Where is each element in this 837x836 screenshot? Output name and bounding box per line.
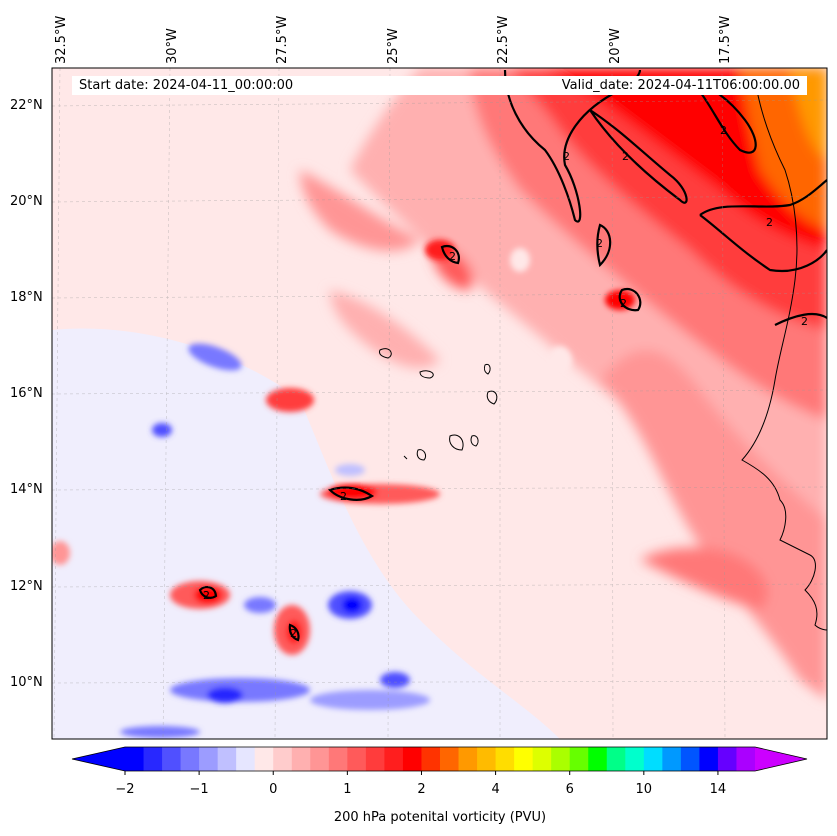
colorbar-segment — [273, 747, 293, 771]
colorbar-segment — [551, 747, 571, 771]
colorbar-segment — [662, 747, 682, 771]
lon-label: 27.5°W — [275, 15, 290, 64]
lat-label: 12°N — [10, 579, 43, 594]
contour-label: 2 — [449, 250, 456, 263]
colorbar-segment — [217, 747, 237, 771]
pv-contour-labels: 2 2 2 2 2 2 2 2 2 2 2 — [203, 124, 808, 640]
colorbar-tick-label: 1 — [343, 782, 352, 797]
colorbar-segment — [477, 747, 497, 771]
contour-label: 2 — [596, 237, 603, 250]
colorbar-segment — [402, 747, 422, 771]
colorbar-under-arrow — [72, 747, 125, 771]
colorbar-tick-label: 14 — [709, 782, 727, 797]
colorbar-segment — [680, 747, 700, 771]
lon-label: 22.5°W — [496, 15, 511, 64]
colorbar-segment — [180, 747, 200, 771]
colorbar-segment — [384, 747, 404, 771]
contour-label: 2 — [340, 490, 347, 503]
contour-label: 2 — [620, 297, 627, 310]
colorbar-tick-label: 2 — [417, 782, 426, 797]
colorbar-tick-label: −2 — [115, 782, 135, 797]
colorbar-segment — [736, 747, 756, 771]
colorbar-tick-label: 10 — [635, 782, 653, 797]
lat-label: 22°N — [10, 98, 43, 113]
map-field: 2 2 2 2 2 2 2 2 2 2 2 — [52, 68, 827, 739]
contour-label: 2 — [720, 124, 727, 137]
colorbar-segment — [699, 747, 719, 771]
colorbar-segment — [514, 747, 534, 771]
graticule — [52, 68, 827, 739]
contour-label: 2 — [766, 216, 773, 229]
coastlines — [379, 79, 827, 631]
colorbar-segment — [199, 747, 219, 771]
colorbar-segment — [421, 747, 441, 771]
lon-label: 32.5°W — [54, 15, 69, 64]
colorbar-segment — [495, 747, 515, 771]
colorbar-segment — [717, 747, 737, 771]
lat-label: 20°N — [10, 194, 43, 209]
map-frame — [51, 67, 828, 740]
colorbar-segment — [588, 747, 608, 771]
colorbar-segment — [162, 747, 182, 771]
contour-label: 2 — [801, 315, 808, 328]
colorbar-tick-label: −1 — [189, 782, 209, 797]
colorbar-segment — [347, 747, 367, 771]
colorbar-segment — [625, 747, 645, 771]
colorbar-segment — [532, 747, 552, 771]
colorbar-segment — [310, 747, 330, 771]
lat-label: 18°N — [10, 290, 43, 305]
colorbar-tick-label: 6 — [565, 782, 574, 797]
colorbar-segment — [365, 747, 385, 771]
lon-label: 25°W — [386, 28, 401, 64]
lat-label: 10°N — [10, 675, 43, 690]
field-low-pv-region — [52, 328, 560, 739]
colorbar-tick-label: 0 — [269, 782, 278, 797]
colorbar-segment — [440, 747, 460, 771]
contour-label: 2 — [563, 150, 570, 163]
contour-label: 2 — [622, 150, 629, 163]
lon-label: 30°W — [165, 28, 180, 64]
colorbar-segment — [291, 747, 311, 771]
colorbar-segment — [328, 747, 348, 771]
colorbar-segment — [143, 747, 163, 771]
colorbar-segment — [606, 747, 626, 771]
colorbar-segment — [458, 747, 478, 771]
contour-label: 2 — [203, 589, 210, 602]
colorbar-over-arrow — [755, 747, 807, 771]
colorbar-title: 200 hPa potenital vorticity (PVU) — [333, 810, 547, 825]
date-info-box: Start date: 2024-04-11_00:00:00 Valid_da… — [72, 76, 807, 95]
colorbar-segment — [643, 747, 663, 771]
start-date-text: Start date: 2024-04-11_00:00:00 — [79, 78, 294, 93]
colorbar-tick-label: 4 — [491, 782, 500, 797]
contour-label: 2 — [290, 627, 297, 640]
colorbar-segment — [569, 747, 589, 771]
valid-date-text: Valid_date: 2024-04-11T06:00:00.00 — [561, 78, 800, 93]
colorbar-segment — [236, 747, 256, 771]
colorbar-segment — [125, 747, 145, 771]
lat-label: 14°N — [10, 482, 43, 497]
lon-label: 17.5°W — [718, 15, 733, 64]
lon-label: 20°W — [608, 28, 623, 64]
colorbar-segment — [254, 747, 274, 771]
pv-contours — [198, 69, 827, 642]
lat-label: 16°N — [10, 386, 43, 401]
colorbar — [71, 746, 808, 775]
